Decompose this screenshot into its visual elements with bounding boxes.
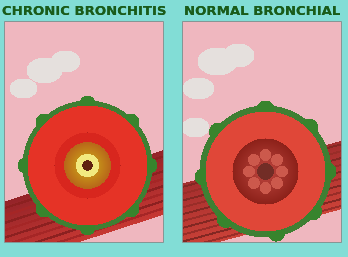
- Text: NORMAL BRONCHIAL: NORMAL BRONCHIAL: [184, 5, 340, 18]
- FancyBboxPatch shape: [183, 22, 341, 242]
- Text: CHRONIC BRONCHITIS: CHRONIC BRONCHITIS: [2, 5, 166, 18]
- Text: CHRONIC BRONCHITIS: CHRONIC BRONCHITIS: [2, 5, 166, 18]
- FancyBboxPatch shape: [5, 22, 163, 242]
- Text: NORMAL BRONCHIAL: NORMAL BRONCHIAL: [184, 5, 340, 18]
